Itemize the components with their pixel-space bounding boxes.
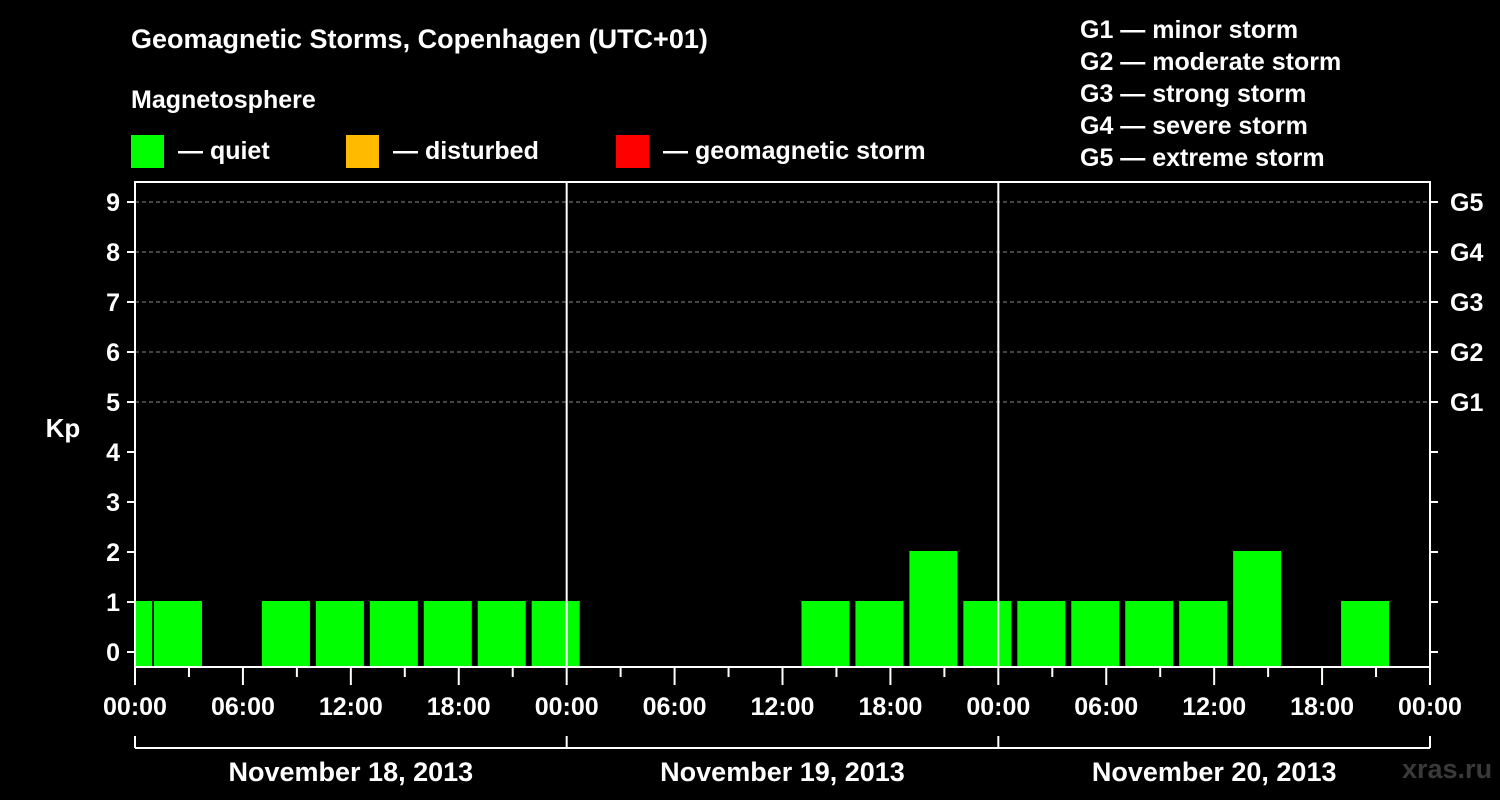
ytick-label-0: 0 — [106, 639, 120, 667]
chart-title: Geomagnetic Storms, Copenhagen (UTC+01) — [131, 24, 708, 54]
bar-19 — [1125, 601, 1174, 667]
xtick-label-9: 06:00 — [1074, 693, 1138, 721]
ytick-label-2: 2 — [106, 539, 120, 567]
right-axis-label-g3: G3 — [1450, 289, 1483, 317]
xtick-label-10: 12:00 — [1182, 693, 1246, 721]
bar-15 — [909, 551, 958, 667]
bar-1 — [153, 601, 203, 667]
xtick-label-11: 18:00 — [1290, 693, 1354, 721]
legend-swatch-quiet — [131, 134, 164, 168]
right-axis-label-g5: G5 — [1450, 189, 1483, 217]
xtick-label-2: 12:00 — [319, 693, 383, 721]
xtick-label-0: 00:00 — [103, 693, 167, 721]
storm-scale-g3: G3 — strong storm — [1080, 80, 1307, 108]
legend-label-quiet: — quiet — [178, 136, 270, 165]
legend-label-disturbed: — disturbed — [393, 136, 539, 165]
bar-4 — [315, 601, 364, 667]
y-axis-title: Kp — [46, 413, 81, 443]
xtick-label-7: 18:00 — [858, 693, 922, 721]
xtick-label-8: 00:00 — [966, 693, 1030, 721]
bar-3 — [261, 601, 310, 667]
day-label-1: November 19, 2013 — [660, 757, 905, 787]
ytick-label-5: 5 — [106, 389, 120, 417]
watermark: xras.ru — [1402, 754, 1493, 784]
bar-20 — [1179, 601, 1228, 667]
legend-swatch-storm — [616, 134, 649, 168]
ytick-label-6: 6 — [106, 339, 120, 367]
storm-scale-g5: G5 — extreme storm — [1080, 144, 1325, 172]
xtick-label-1: 06:00 — [211, 693, 275, 721]
ytick-label-4: 4 — [106, 439, 120, 467]
day-label-0: November 18, 2013 — [229, 757, 474, 787]
bar-16 — [963, 601, 1012, 667]
right-axis-label-g4: G4 — [1450, 239, 1483, 267]
labels-layer: 0 1 2 3 4 5 6 7 8 9 G1 G2 G3 G4 G5 Kp 00:00 06:00 12:00 18:… — [46, 189, 1484, 787]
ytick-label-8: 8 — [106, 239, 120, 267]
bar-21 — [1233, 551, 1282, 667]
xtick-label-3: 18:00 — [427, 693, 491, 721]
bar-17 — [1017, 601, 1066, 667]
day-label-2: November 20, 2013 — [1092, 757, 1337, 787]
bar-6 — [423, 601, 472, 667]
storm-scale-list: G1 — minor storm G2 — moderate storm G3 … — [1080, 14, 1341, 174]
bar-14 — [855, 601, 904, 667]
xtick-label-6: 12:00 — [751, 693, 815, 721]
legend-label-storm: — geomagnetic storm — [663, 136, 926, 165]
xtick-label-12: 00:00 — [1398, 693, 1462, 721]
xtick-label-5: 06:00 — [643, 693, 707, 721]
storm-scale-g2: G2 — moderate storm — [1080, 48, 1342, 76]
bar-13 — [801, 601, 850, 667]
bar-5 — [369, 601, 418, 667]
storm-scale-g4: G4 — severe storm — [1080, 112, 1308, 140]
bar-8 — [531, 601, 580, 667]
storm-scale-g1: G1 — minor storm — [1080, 16, 1299, 44]
legend-item-storm: — geomagnetic storm — [616, 134, 926, 168]
ytick-label-1: 1 — [106, 589, 120, 617]
right-axis-label-g2: G2 — [1450, 339, 1483, 367]
legend-item-quiet: — quiet — [131, 134, 270, 168]
ytick-label-9: 9 — [106, 189, 120, 217]
bar-0 — [136, 601, 153, 667]
axes-layer — [127, 181, 1438, 749]
right-axis-label-g1: G1 — [1450, 389, 1483, 417]
bars-layer — [136, 551, 1390, 667]
xtick-label-4: 00:00 — [535, 693, 599, 721]
bar-7 — [477, 601, 526, 667]
bar-18 — [1071, 601, 1120, 667]
ytick-label-7: 7 — [106, 289, 120, 317]
ytick-label-3: 3 — [106, 489, 120, 517]
legend-item-disturbed: — disturbed — [346, 134, 539, 168]
legend-swatch-disturbed — [346, 134, 379, 168]
chart-subtitle: Magnetosphere — [131, 86, 316, 114]
grid-layer — [135, 201, 1430, 403]
bar-23 — [1341, 601, 1390, 667]
